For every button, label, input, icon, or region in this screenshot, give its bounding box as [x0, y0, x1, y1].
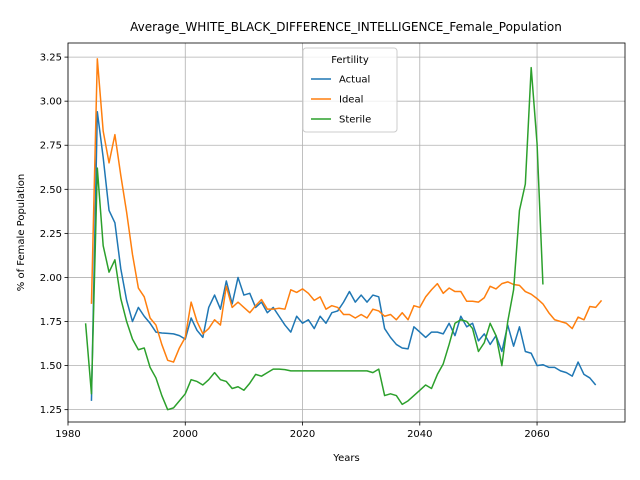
y-tick-label: 3.00	[40, 97, 62, 108]
series-line-actual	[90, 111, 597, 401]
legend-label-ideal: Ideal	[339, 95, 363, 106]
y-tick-label: 1.75	[40, 317, 62, 328]
axis-ticks: 1980 2000 2020 2040 2060 1.25 1.50 1.75 2.00 2.25…	[40, 53, 550, 440]
x-tick-label: 2020	[290, 429, 315, 440]
x-axis-label: Years	[332, 453, 359, 464]
y-tick-label: 2.50	[40, 185, 62, 196]
y-tick-label: 2.75	[40, 141, 62, 152]
legend-label-actual: Actual	[339, 75, 370, 86]
y-tick-label: 1.25	[40, 405, 62, 416]
y-tick-label: 3.25	[40, 53, 62, 64]
chart-title: Average_WHITE_BLACK_DIFFERENCE_INTELLIGE…	[130, 20, 562, 34]
x-tick-label: 2000	[173, 429, 198, 440]
x-tick-label: 1980	[55, 429, 80, 440]
y-axis-label: % of Female Population	[16, 174, 27, 291]
x-tick-label: 2040	[407, 429, 432, 440]
legend: Fertility Actual Ideal Sterile	[302, 47, 398, 133]
series-line-ideal	[90, 58, 603, 363]
series-layer	[84, 58, 603, 411]
legend-title: Fertility	[331, 55, 369, 66]
y-tick-label: 2.00	[40, 273, 62, 284]
plot-frame	[67, 42, 626, 423]
x-tick-label: 2060	[524, 429, 549, 440]
y-tick-label: 1.50	[40, 361, 62, 372]
legend-label-sterile: Sterile	[339, 115, 371, 126]
legend-frame	[302, 47, 398, 133]
series-line-sterile	[84, 66, 544, 411]
y-tick-label: 2.25	[40, 229, 62, 240]
